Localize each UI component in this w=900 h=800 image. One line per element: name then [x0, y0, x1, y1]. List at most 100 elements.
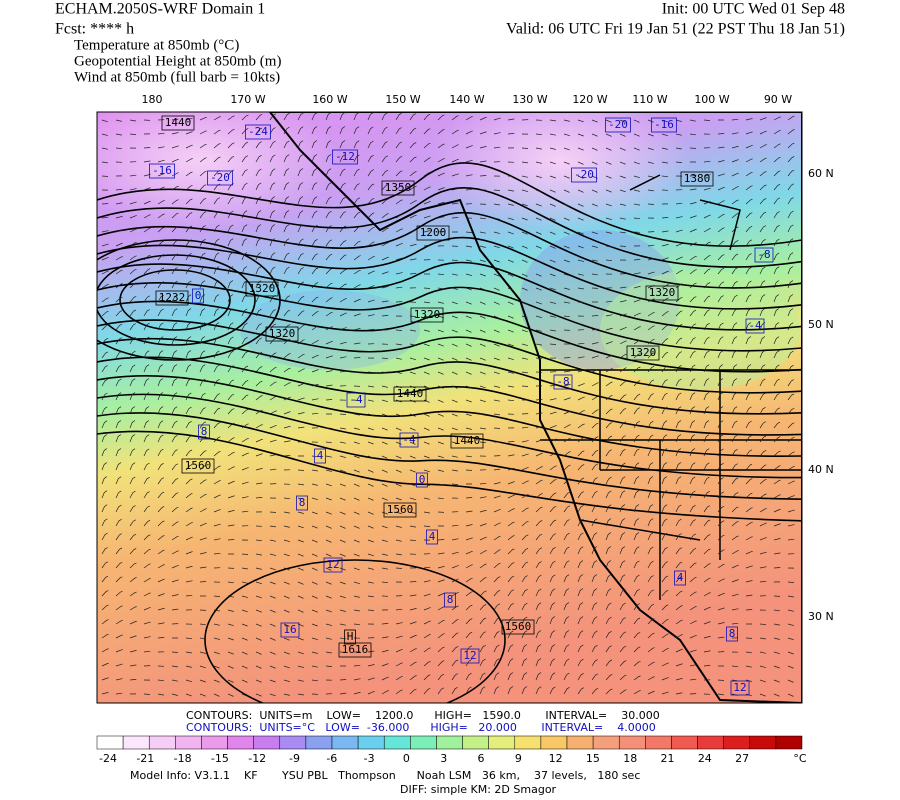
colorbar-swatch [331, 735, 359, 750]
colorbar-swatch [279, 735, 307, 750]
height-label-box [410, 307, 444, 323]
height-label: 1200 [420, 226, 447, 239]
temperature-label: 0 [195, 289, 202, 302]
height-label-box [645, 285, 679, 301]
height-contour [97, 356, 802, 436]
colorbar-swatch [305, 735, 333, 750]
height-label: 1320 [414, 308, 441, 321]
height-contour [119, 269, 231, 331]
colorbar-swatch [618, 735, 646, 750]
height-contour [204, 559, 506, 703]
colorbar-swatch [410, 735, 437, 750]
height-label-box [626, 345, 660, 361]
height-label-box [155, 290, 189, 306]
colorbar-label: 3 [440, 752, 447, 765]
coastline [268, 112, 802, 703]
temperature-label-box [571, 167, 597, 183]
temperature-label: -24 [248, 125, 268, 138]
field-name: Geopotential Height at 850mb (m) [74, 53, 281, 69]
temperature-label: 12 [733, 681, 746, 694]
temperature-label: -20 [574, 168, 594, 181]
colorbar-label: 9 [515, 752, 522, 765]
height-label-box [501, 619, 535, 635]
colorbar-label: 21 [661, 752, 675, 765]
height-label: 1560 [387, 503, 414, 516]
colorbar-label: 27 [735, 752, 749, 765]
longitude-label: 130 W [512, 93, 547, 106]
map-frame [96, 111, 803, 704]
colorbar-unit: °C [793, 752, 807, 765]
height-contour [97, 282, 802, 352]
header: ECHAM.2050S-WRF Domain 1 Init: 00 UTC Wed… [55, 1, 845, 86]
height-contour [97, 236, 802, 310]
height-label: 1320 [649, 286, 676, 299]
longitude-label: 110 W [632, 93, 667, 106]
temperature-label-box [399, 432, 419, 448]
temperature-label: 16 [283, 623, 296, 636]
height-label-box [680, 171, 714, 187]
colorbar-swatch [436, 735, 463, 750]
colorbar: -24 -21 -18 -15 -12 -9 -6 -3 0 3 6 9 12 15 18 21 24 27 °C [96, 735, 807, 765]
height-contour [97, 239, 281, 361]
temperature-label: 8 [299, 496, 306, 509]
colorbar-label: -18 [174, 752, 192, 765]
temperature-label: -12 [335, 150, 355, 163]
model-info: Model Info: V3.1.1 KF YSU PBL Thompson N… [130, 769, 640, 782]
longitude-label: 160 W [312, 93, 347, 106]
temperature-label: 12 [463, 649, 476, 662]
height-label: 1560 [185, 459, 212, 472]
temperature-label: -8 [757, 248, 770, 261]
height-label-box [416, 225, 450, 241]
temperature-label: -4 [748, 319, 762, 332]
borders [540, 369, 802, 600]
colorbar-swatch [723, 735, 751, 750]
longitude-label: 170 W [230, 93, 265, 106]
header-right: Valid: 06 UTC Fri 19 Jan 51 (22 PST Thu … [506, 21, 845, 38]
colorbar-label: -15 [211, 752, 229, 765]
colorbar-label: 6 [478, 752, 485, 765]
colorbar-swatch [671, 735, 698, 750]
temperature-label: 8 [201, 425, 208, 438]
colorbar-swatch [592, 735, 620, 750]
temperature-label: -20 [210, 171, 230, 184]
height-contour [97, 430, 802, 522]
longitude-label: 150 W [385, 93, 420, 106]
temperature-label-box [207, 170, 233, 186]
temperature-label: 4 [429, 530, 436, 543]
temperature-label: 12 [326, 558, 339, 571]
temperature-label-box [605, 117, 631, 133]
height-label: 1440 [165, 116, 192, 129]
temperature-label-box [444, 592, 456, 608]
header-left: Fcst: **** h [55, 21, 134, 38]
latitude-label: 50 N [808, 318, 834, 331]
height-label-box [344, 629, 356, 645]
colorbar-swatch [201, 735, 228, 750]
colorbar-label: -6 [326, 752, 337, 765]
colorbar-label: -24 [99, 752, 117, 765]
latitude-label: 60 N [808, 167, 834, 180]
temperature-label: 8 [447, 593, 454, 606]
longitude-label: 100 W [694, 93, 729, 106]
cold-region [97, 112, 340, 230]
height-label: 1232 [159, 291, 186, 304]
temperature-label-box [198, 424, 210, 440]
temperature-label: 4 [317, 449, 324, 462]
height-contour [97, 162, 802, 247]
height-contour [97, 337, 802, 415]
temperature-label: -4 [349, 393, 363, 406]
temperature-label-box [323, 557, 343, 573]
colorbar-swatch [566, 735, 594, 750]
colorbar-swatch [122, 735, 150, 750]
temperature-label-box [314, 448, 326, 464]
temperature-label: 8 [729, 627, 736, 640]
temperature-contour-info: CONTOURS: UNITS=°C LOW= -36.000 HIGH= 20… [186, 721, 656, 734]
colorbar-label: 12 [549, 752, 563, 765]
temperature-label-box [553, 374, 573, 390]
height-contour [97, 319, 802, 394]
height-label: 1350 [385, 181, 412, 194]
temperature-label: -8 [556, 375, 569, 388]
temperature-label-box [192, 288, 204, 304]
temperature-label-box [346, 392, 366, 408]
longitude-label: 120 W [572, 93, 607, 106]
